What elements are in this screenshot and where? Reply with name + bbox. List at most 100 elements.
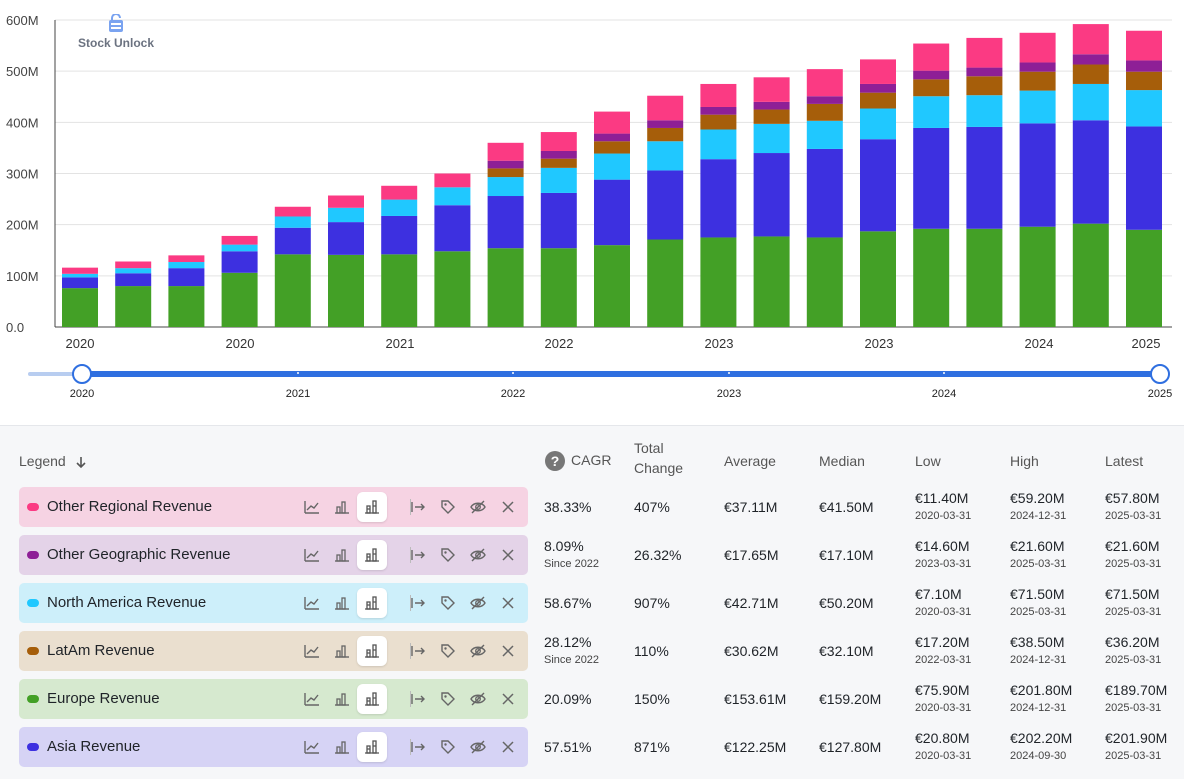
help-icon[interactable]: ?: [545, 451, 565, 472]
close-icon[interactable]: [493, 588, 523, 618]
slider-selected-range[interactable]: [82, 371, 1160, 377]
legend-row[interactable]: Asia Revenue: [19, 727, 528, 767]
bar-chart-icon[interactable]: [327, 732, 357, 762]
bar-segment[interactable]: [966, 76, 1003, 96]
bar-segment[interactable]: [1072, 64, 1109, 84]
bar-segment[interactable]: [913, 79, 950, 97]
bar-segment[interactable]: [221, 251, 258, 273]
bar-segment[interactable]: [1019, 32, 1056, 63]
bar-segment[interactable]: [700, 159, 737, 238]
line-chart-icon[interactable]: [297, 588, 327, 618]
bar-segment[interactable]: [487, 177, 524, 197]
close-icon[interactable]: [493, 684, 523, 714]
bar-segment[interactable]: [62, 277, 98, 289]
bar-segment[interactable]: [913, 70, 950, 80]
bar-segment[interactable]: [540, 158, 577, 168]
arrow-to-right-icon[interactable]: [403, 732, 433, 762]
bar-segment[interactable]: [328, 222, 364, 255]
bar-segment[interactable]: [860, 139, 896, 232]
arrow-to-right-icon[interactable]: [403, 636, 433, 666]
bar-segment[interactable]: [540, 167, 577, 193]
stacked-bar-icon[interactable]: [357, 684, 387, 714]
tag-icon[interactable]: [433, 684, 463, 714]
bar-segment[interactable]: [1126, 126, 1162, 230]
close-icon[interactable]: [493, 732, 523, 762]
bar-segment[interactable]: [62, 273, 98, 278]
date-range-slider[interactable]: 2020 2021 2022 2023 2024 2025: [28, 362, 1172, 402]
bar-segment[interactable]: [168, 268, 205, 287]
bar-segment[interactable]: [1072, 120, 1109, 224]
legend-row[interactable]: LatAm Revenue: [19, 631, 528, 671]
stacked-bar-icon[interactable]: [357, 492, 387, 522]
bar-segment[interactable]: [1019, 226, 1056, 327]
bar-segment[interactable]: [806, 103, 843, 121]
bar-segment[interactable]: [328, 195, 364, 208]
bar-segment[interactable]: [434, 187, 471, 206]
close-icon[interactable]: [493, 540, 523, 570]
line-chart-icon[interactable]: [297, 540, 327, 570]
tag-icon[interactable]: [433, 492, 463, 522]
bar-segment[interactable]: [487, 196, 524, 249]
bar-segment[interactable]: [1019, 90, 1056, 124]
eye-off-icon[interactable]: [463, 588, 493, 618]
bar-segment[interactable]: [647, 127, 684, 142]
bar-segment[interactable]: [381, 199, 418, 216]
tag-icon[interactable]: [433, 732, 463, 762]
stacked-bar-icon[interactable]: [357, 732, 387, 762]
bar-segment[interactable]: [860, 108, 896, 140]
legend-header[interactable]: Legend: [19, 451, 88, 471]
bar-segment[interactable]: [860, 83, 896, 93]
bar-segment[interactable]: [487, 142, 524, 161]
legend-row[interactable]: North America Revenue: [19, 583, 528, 623]
bar-segment[interactable]: [966, 95, 1003, 127]
bar-segment[interactable]: [487, 168, 524, 178]
bar-segment[interactable]: [700, 106, 737, 115]
close-icon[interactable]: [493, 636, 523, 666]
bar-segment[interactable]: [328, 254, 364, 327]
line-chart-icon[interactable]: [297, 636, 327, 666]
bar-segment[interactable]: [913, 43, 950, 71]
bar-segment[interactable]: [966, 126, 1003, 229]
bar-segment[interactable]: [753, 101, 790, 110]
bar-segment[interactable]: [221, 244, 258, 252]
bar-segment[interactable]: [434, 251, 471, 327]
bar-segment[interactable]: [966, 37, 1003, 68]
bar-segment[interactable]: [381, 215, 418, 255]
bar-segment[interactable]: [381, 185, 418, 200]
bar-segment[interactable]: [540, 132, 577, 151]
bar-segment[interactable]: [274, 216, 311, 228]
bar-chart-icon[interactable]: [327, 492, 357, 522]
bar-segment[interactable]: [700, 114, 737, 130]
bar-segment[interactable]: [1072, 24, 1109, 55]
legend-row[interactable]: Other Regional Revenue: [19, 487, 528, 527]
bar-segment[interactable]: [1019, 71, 1056, 91]
bar-segment[interactable]: [115, 273, 152, 287]
bar-segment[interactable]: [860, 59, 896, 84]
bar-segment[interactable]: [115, 286, 152, 327]
eye-off-icon[interactable]: [463, 684, 493, 714]
bar-segment[interactable]: [1072, 83, 1109, 121]
arrow-to-right-icon[interactable]: [403, 684, 433, 714]
bar-chart-icon[interactable]: [327, 684, 357, 714]
bar-segment[interactable]: [753, 109, 790, 124]
bar-segment[interactable]: [168, 255, 205, 263]
slider-end-handle[interactable]: [1150, 364, 1170, 384]
line-chart-icon[interactable]: [297, 492, 327, 522]
bar-chart-icon[interactable]: [327, 636, 357, 666]
bar-segment[interactable]: [62, 288, 98, 327]
close-icon[interactable]: [493, 492, 523, 522]
bar-segment[interactable]: [594, 153, 630, 180]
eye-off-icon[interactable]: [463, 492, 493, 522]
line-chart-icon[interactable]: [297, 732, 327, 762]
bar-segment[interactable]: [647, 141, 684, 171]
bar-segment[interactable]: [540, 248, 577, 327]
bar-segment[interactable]: [274, 254, 311, 327]
line-chart-icon[interactable]: [297, 684, 327, 714]
bar-segment[interactable]: [328, 207, 364, 223]
tag-icon[interactable]: [433, 588, 463, 618]
bar-segment[interactable]: [168, 262, 205, 269]
stacked-bar-icon[interactable]: [357, 588, 387, 618]
bar-segment[interactable]: [594, 111, 630, 134]
bar-chart-icon[interactable]: [327, 588, 357, 618]
eye-off-icon[interactable]: [463, 540, 493, 570]
